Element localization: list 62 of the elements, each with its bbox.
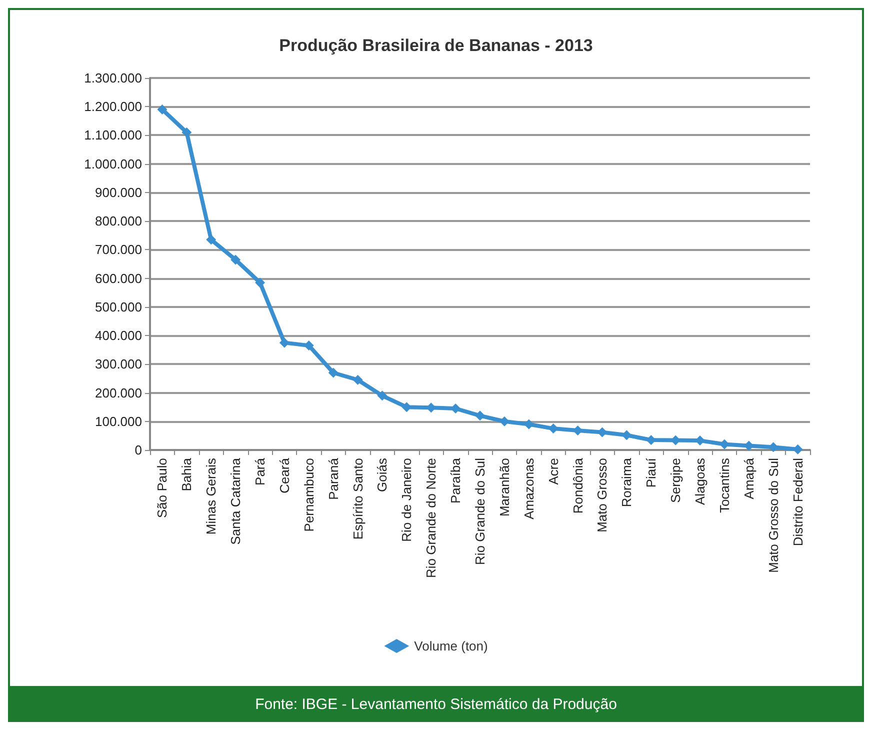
x-tick-label: Rio Grande do Sul	[472, 458, 488, 565]
point	[377, 390, 388, 401]
y-tick-label: 1.100.000	[84, 128, 142, 143]
x-tick-label: Santa Catarina	[228, 457, 244, 545]
point	[548, 424, 558, 434]
y-tick-label: 1.300.000	[84, 70, 142, 86]
x-tick-label: Maranhão	[496, 458, 512, 517]
point	[572, 426, 583, 436]
x-tick-label: São Paulo	[154, 458, 170, 518]
x-tick-label: Distrito Federal	[790, 458, 806, 546]
y-tick-label: 700.000	[95, 242, 142, 258]
y-tick-label: 200.000	[95, 385, 142, 400]
y-tick-label: 1.000.000	[84, 156, 142, 172]
source-note: Fonte: IBGE - Levantamento Sistemático da Produção	[255, 696, 617, 713]
x-tick-label: Paraná	[326, 457, 341, 500]
point	[279, 338, 290, 348]
point	[622, 430, 632, 440]
y-tick-label: 500.000	[95, 299, 142, 314]
point	[206, 234, 216, 245]
point	[230, 254, 241, 265]
y-tick-label: 900.000	[95, 184, 142, 200]
x-tick-label: Mato Grosso do Sul	[766, 458, 781, 573]
x-tick-label: Amazonas	[521, 458, 536, 520]
x-tick-label: Goiás	[374, 458, 390, 492]
x-tick-label: Tocantins	[716, 458, 732, 513]
point	[524, 419, 534, 430]
y-tick-label: 300.000	[95, 356, 142, 372]
point	[328, 368, 338, 378]
x-tick-label: Rondônia	[570, 457, 586, 514]
y-tick-label: 600.000	[95, 270, 142, 286]
point	[352, 374, 363, 385]
x-tick-label: Roraima	[619, 457, 634, 508]
x-tick-label: Pará	[252, 457, 268, 486]
point	[695, 436, 705, 446]
x-tick-label: Paraíba	[448, 457, 464, 504]
x-tick-label: Bahia	[179, 457, 194, 492]
point	[475, 410, 485, 421]
point	[255, 278, 265, 288]
x-tick-label: Rio Grande do Norte	[424, 458, 439, 578]
point	[450, 404, 461, 414]
x-tick-label: Pernambuco	[301, 458, 316, 532]
y-tick-label: 100.000	[95, 414, 142, 429]
legend-label: Volume (ton)	[414, 638, 488, 654]
point	[719, 439, 730, 450]
y-tick-label: 800.000	[95, 214, 142, 229]
x-tick-label: Rio de Janeiro	[399, 458, 414, 542]
point	[182, 127, 192, 138]
y-tick-label: 400.000	[95, 328, 142, 344]
x-tick-label: Minas Gerais	[204, 458, 219, 535]
x-tick-label: Ceará	[276, 457, 292, 494]
x-tick-label: Piauí	[644, 458, 659, 488]
x-tick-label: Alagoas	[692, 458, 708, 505]
x-tick-label: Mato Grosso	[594, 458, 610, 532]
point	[157, 104, 168, 114]
chart-title: Produção Brasileira de Bananas - 2013	[279, 36, 593, 55]
x-tick-label: Sergipe	[668, 458, 684, 503]
point	[499, 416, 510, 426]
y-tick-label: 1.200.000	[84, 99, 142, 114]
x-tick-label: Amapá	[741, 457, 756, 500]
x-tick-label: Acre	[546, 458, 561, 485]
x-tick-label: Espírito Santo	[350, 458, 366, 540]
y-tick-label: 0	[134, 442, 142, 458]
